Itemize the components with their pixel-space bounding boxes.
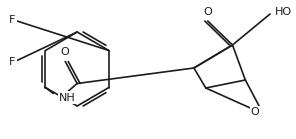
Text: F: F — [9, 57, 15, 67]
Text: O: O — [203, 7, 212, 17]
Text: NH: NH — [59, 92, 76, 102]
Text: F: F — [9, 15, 15, 25]
Text: O: O — [60, 47, 69, 56]
Text: O: O — [251, 107, 260, 117]
Text: HO: HO — [275, 7, 292, 17]
